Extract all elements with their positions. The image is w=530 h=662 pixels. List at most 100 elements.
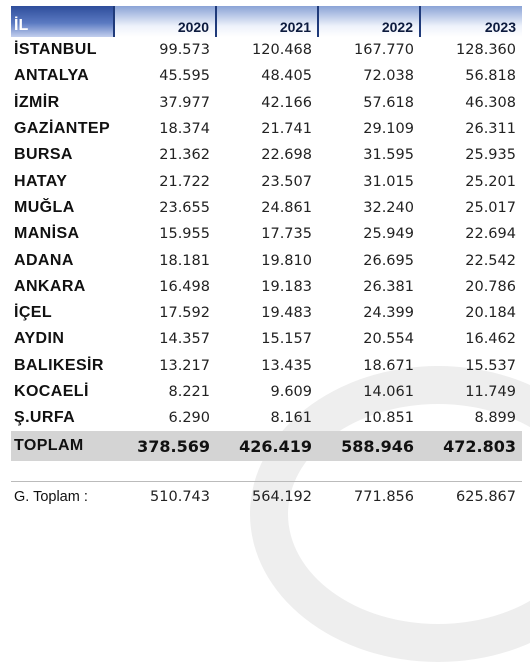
row-value: 19.483 (261, 305, 312, 322)
row-value: 20.786 (465, 278, 516, 295)
row-value: 13.435 (261, 357, 312, 374)
row-label: G. Toplam : (11, 481, 114, 513)
row-value: 510.743 (114, 481, 216, 513)
row-value: 6.290 (168, 410, 210, 427)
total-row: TOPLAM 378.569 426.419 588.946 472.803 (11, 431, 522, 462)
table-row: ANKARA 16.498 19.183 26.381 20.786 (11, 274, 522, 300)
row-value: 26.381 (363, 278, 414, 295)
row-value: 378.569 (114, 431, 216, 462)
row-value: 31.595 (363, 147, 414, 164)
row-label: KOCAELİ (14, 383, 89, 400)
row-value: 14.061 (363, 384, 414, 400)
row-label: MANİSA (14, 225, 80, 243)
row-label: İZMİR (14, 93, 60, 111)
row-value: 46.308 (465, 94, 516, 111)
row-value: 17.592 (159, 305, 210, 322)
row-label: ANKARA (14, 277, 86, 295)
table-row: KOCAELİ 8.221 9.609 14.061 11.749 (11, 379, 522, 405)
row-value: 472.803 (420, 431, 522, 462)
row-label: AYDIN (14, 330, 65, 348)
row-label: İÇEL (14, 304, 53, 322)
row-value: 15.955 (159, 226, 210, 243)
row-value: 23.507 (261, 173, 312, 190)
row-value: 37.977 (159, 94, 210, 111)
row-value: 21.741 (261, 121, 312, 138)
row-label: İSTANBUL (14, 41, 97, 59)
row-value: 22.542 (465, 252, 516, 269)
row-value: 32.240 (363, 199, 414, 216)
row-value: 26.695 (363, 252, 414, 269)
row-value: 588.946 (318, 431, 420, 462)
row-value: 16.498 (159, 278, 210, 295)
row-label: GAZİANTEP (14, 120, 111, 138)
row-value: 426.419 (216, 431, 318, 462)
row-value: 24.399 (363, 305, 414, 322)
table-row: İÇEL 17.592 19.483 24.399 20.184 (11, 300, 522, 326)
row-value: 25.017 (465, 199, 516, 216)
row-value: 23.655 (159, 199, 210, 216)
row-value: 21.722 (159, 173, 210, 190)
row-value: 18.374 (159, 121, 210, 138)
row-value: 72.038 (363, 68, 414, 85)
table-row: İZMİR 37.977 42.166 57.618 46.308 (11, 90, 522, 116)
row-value: 42.166 (261, 94, 312, 111)
row-value: 625.867 (420, 481, 522, 513)
row-label: MUĞLA (14, 198, 75, 216)
row-value: 56.818 (465, 68, 516, 85)
row-value: 25.201 (465, 173, 516, 190)
row-value: 22.694 (465, 226, 516, 243)
row-value: 20.554 (363, 331, 414, 348)
row-value: 11.749 (465, 384, 516, 400)
row-value: 29.109 (363, 121, 414, 138)
row-label: BURSA (14, 146, 73, 164)
row-value: 19.183 (261, 278, 312, 295)
row-value: 14.357 (159, 331, 210, 348)
row-value: 25.949 (363, 226, 414, 243)
row-value: 45.595 (159, 68, 210, 85)
row-value: 57.618 (363, 94, 414, 111)
grand-total-row: G. Toplam :510.743 564.192 771.856 625.867 (11, 481, 522, 513)
row-value: 13.217 (159, 357, 210, 374)
row-value: 15.537 (465, 357, 516, 374)
row-value: 18.181 (159, 252, 210, 269)
table-row: ANTALYA 45.595 48.405 72.038 56.818 (11, 63, 522, 89)
row-value: 31.015 (363, 173, 414, 190)
row-value: 8.899 (474, 410, 516, 427)
row-value: 564.192 (216, 481, 318, 513)
table-row: HATAY 21.722 23.507 31.015 25.201 (11, 168, 522, 194)
row-value: 8.221 (168, 384, 210, 400)
header-year: 2021 (215, 6, 318, 37)
row-value: 8.161 (270, 410, 312, 427)
table-row: İSTANBUL 99.573 120.468 167.770 128.360 (11, 37, 522, 63)
row-value: 21.362 (159, 147, 210, 164)
row-label: ANTALYA (14, 67, 90, 85)
city-statistics-table: İL 2020 2021 2022 2023 İSTANBUL 99.573 120… (11, 6, 522, 513)
row-value: 18.671 (363, 357, 414, 374)
row-value: 24.861 (261, 199, 312, 216)
row-value: 15.157 (261, 331, 312, 348)
table-row: MANİSA 15.955 17.735 25.949 22.694 (11, 221, 522, 247)
row-label: TOPLAM (11, 431, 114, 462)
header-year: 2023 (419, 6, 522, 37)
row-label: Ş.URFA (14, 409, 76, 427)
row-value: 17.735 (261, 226, 312, 243)
row-value: 167.770 (354, 42, 414, 59)
row-value: 9.609 (270, 384, 312, 400)
row-label: HATAY (14, 172, 68, 190)
row-value: 22.698 (261, 147, 312, 164)
header-year: 2020 (113, 6, 216, 37)
spacer-cell (11, 461, 522, 482)
header-il: İL (11, 6, 114, 37)
row-value: 771.856 (318, 481, 420, 513)
table-row: MUĞLA 23.655 24.861 32.240 25.017 (11, 195, 522, 221)
row-label: ADANA (14, 251, 74, 269)
header-year: 2022 (317, 6, 420, 37)
spacer-row (11, 461, 522, 482)
table-body: İSTANBUL 99.573 120.468 167.770 128.360 ANTAL… (11, 37, 522, 513)
row-value: 20.184 (465, 305, 516, 322)
row-value: 19.810 (261, 252, 312, 269)
row-value: 99.573 (159, 42, 210, 59)
table-row: BALIKESİR 13.217 13.435 18.671 15.537 (11, 353, 522, 379)
row-label: BALIKESİR (14, 356, 104, 374)
table-row: Ş.URFA 6.290 8.161 10.851 8.899 (11, 405, 522, 431)
